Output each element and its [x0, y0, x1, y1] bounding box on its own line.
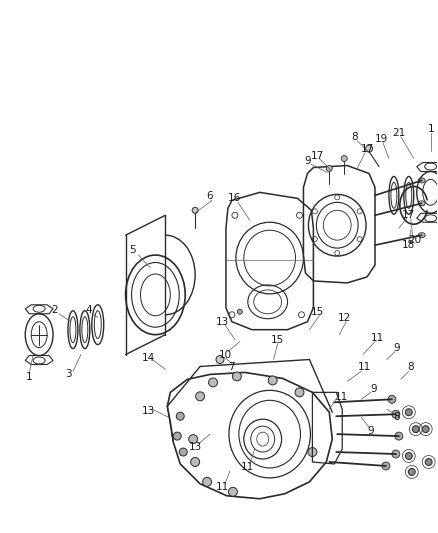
Text: 20: 20 [408, 235, 421, 245]
Ellipse shape [392, 450, 400, 458]
Ellipse shape [308, 448, 317, 456]
Text: 13: 13 [215, 317, 229, 327]
Ellipse shape [176, 412, 184, 420]
Text: 12: 12 [338, 313, 351, 323]
Text: 17: 17 [311, 151, 324, 160]
Ellipse shape [268, 376, 277, 385]
Text: 9: 9 [304, 156, 311, 166]
Text: 9: 9 [368, 426, 374, 436]
Ellipse shape [392, 410, 400, 418]
Text: 11: 11 [371, 333, 384, 343]
Text: 13: 13 [188, 442, 202, 452]
Ellipse shape [216, 356, 224, 364]
Ellipse shape [408, 469, 415, 475]
Ellipse shape [295, 388, 304, 397]
Ellipse shape [425, 458, 432, 465]
Ellipse shape [326, 166, 332, 172]
Ellipse shape [179, 448, 187, 456]
Ellipse shape [405, 409, 412, 416]
Text: 6: 6 [207, 191, 213, 201]
Ellipse shape [366, 145, 373, 152]
Ellipse shape [388, 395, 396, 403]
Ellipse shape [418, 233, 425, 238]
Text: 13: 13 [142, 406, 155, 416]
Ellipse shape [382, 462, 390, 470]
Text: 17: 17 [402, 210, 415, 220]
Ellipse shape [395, 432, 403, 440]
Ellipse shape [196, 392, 205, 401]
Text: 1: 1 [26, 373, 32, 382]
Text: 21: 21 [392, 128, 406, 138]
Text: 4: 4 [85, 305, 92, 315]
Text: 14: 14 [142, 352, 155, 362]
Ellipse shape [418, 201, 425, 206]
Ellipse shape [418, 178, 425, 183]
Ellipse shape [192, 207, 198, 213]
Text: 2: 2 [52, 305, 58, 315]
Text: 8: 8 [351, 132, 357, 142]
Ellipse shape [405, 453, 412, 459]
Text: 7: 7 [229, 362, 235, 373]
Text: 8: 8 [394, 412, 400, 422]
Ellipse shape [189, 434, 198, 443]
Text: 8: 8 [407, 362, 414, 373]
Text: 18: 18 [402, 240, 415, 250]
Text: 9: 9 [394, 343, 400, 352]
Text: 19: 19 [374, 134, 388, 144]
Ellipse shape [233, 372, 241, 381]
Text: 10: 10 [219, 350, 232, 360]
Text: 11: 11 [215, 482, 229, 492]
Text: 11: 11 [241, 462, 254, 472]
Text: 11: 11 [357, 362, 371, 373]
Ellipse shape [422, 426, 429, 433]
Text: 11: 11 [335, 392, 348, 402]
Text: 5: 5 [129, 245, 136, 255]
Ellipse shape [237, 309, 242, 314]
Ellipse shape [412, 426, 419, 433]
Ellipse shape [203, 478, 212, 486]
Ellipse shape [341, 156, 347, 161]
Text: 16: 16 [228, 193, 241, 204]
Ellipse shape [229, 487, 237, 496]
Ellipse shape [191, 457, 200, 466]
Text: 15: 15 [271, 335, 284, 345]
Text: 3: 3 [66, 369, 72, 379]
Ellipse shape [173, 432, 181, 440]
Text: 9: 9 [371, 384, 377, 394]
Ellipse shape [208, 378, 218, 387]
Text: 15: 15 [311, 307, 324, 317]
Text: 17: 17 [360, 143, 374, 154]
Text: 1: 1 [427, 124, 434, 134]
